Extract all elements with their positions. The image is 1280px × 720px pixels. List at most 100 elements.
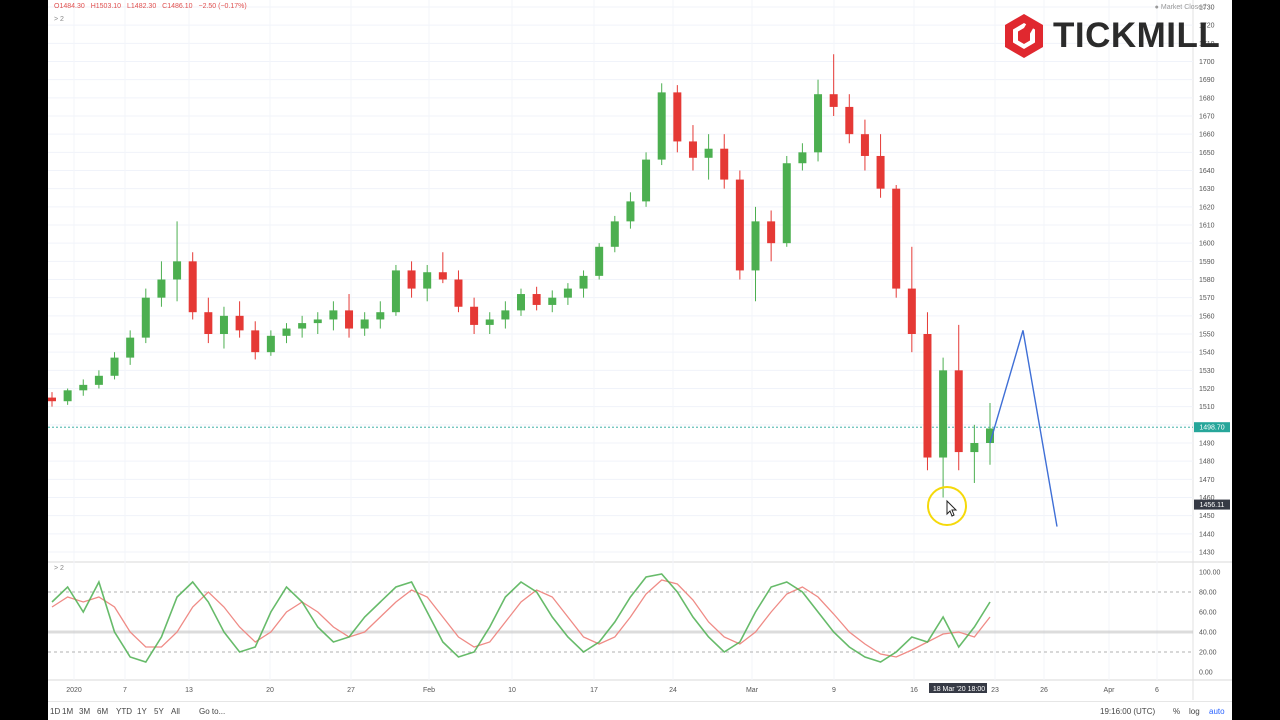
time-tick-label: 16 xyxy=(910,687,918,694)
candle-body xyxy=(579,275,588,289)
price-tick-label: 1510 xyxy=(1199,404,1215,411)
candle-body xyxy=(642,159,651,202)
candle-body xyxy=(735,179,744,271)
candle-body xyxy=(126,337,135,358)
auto-scale-button[interactable]: auto xyxy=(1209,707,1225,716)
current-price-label: 1498.70 xyxy=(1199,425,1224,432)
crosshair-price-label: 1456.11 xyxy=(1200,502,1225,509)
price-tick-label: 1640 xyxy=(1199,168,1215,175)
price-tick-label: 1590 xyxy=(1199,259,1215,266)
range-6m-button[interactable]: 6M xyxy=(97,707,109,716)
time-tick-label: 20 xyxy=(266,687,274,694)
utc-clock[interactable]: 19:16:00 (UTC) xyxy=(1100,707,1156,716)
price-tick-label: 1650 xyxy=(1199,150,1215,157)
crosshair-price-tag xyxy=(1194,499,1230,510)
price-tick-label: 1630 xyxy=(1199,186,1215,193)
candle-body xyxy=(63,390,72,402)
cursor-highlight xyxy=(927,486,967,526)
candle-body xyxy=(532,294,541,305)
candle-body xyxy=(157,279,166,298)
candle-body xyxy=(438,272,447,280)
main-pane-label[interactable]: > 2 xyxy=(54,16,64,23)
candle-body xyxy=(282,328,291,336)
percent-scale-button[interactable]: % xyxy=(1173,707,1181,716)
price-tick-label: 1520 xyxy=(1199,386,1215,393)
market-status: ● Market Closed xyxy=(1154,4,1206,11)
candle-body xyxy=(454,279,463,307)
price-tick-label: 1730 xyxy=(1199,5,1215,12)
candle-body xyxy=(626,201,635,222)
time-tick-label: 10 xyxy=(508,687,516,694)
time-tick-label: 24 xyxy=(669,687,677,694)
candle-body xyxy=(688,141,697,158)
ohlc-low: L1482.30 xyxy=(127,3,157,10)
stoch-k-line xyxy=(51,573,991,663)
price-tick-label: 1460 xyxy=(1199,495,1215,502)
go-to-button[interactable]: Go to... xyxy=(199,707,226,716)
candle-body xyxy=(204,312,213,334)
crosshair-time-box xyxy=(929,683,987,693)
chart-area[interactable]: 1430144014501460147014801490150015101520… xyxy=(48,0,1232,720)
candle-body xyxy=(595,246,604,276)
price-tick-label: 1440 xyxy=(1199,531,1215,538)
candle-body xyxy=(485,319,494,325)
price-tick-label: 1450 xyxy=(1199,513,1215,520)
price-tick-label: 1570 xyxy=(1199,295,1215,302)
price-tick-label: 1470 xyxy=(1199,477,1215,484)
candle-body xyxy=(704,148,713,158)
time-tick-label: 26 xyxy=(1040,687,1048,694)
candle-body xyxy=(79,384,88,391)
candle-body xyxy=(907,288,916,334)
chart-canvas[interactable]: 1430144014501460147014801490150015101520… xyxy=(48,0,1232,720)
candle-body xyxy=(845,106,854,135)
range-all-button[interactable]: All xyxy=(171,707,180,716)
mouse-pointer-icon xyxy=(946,499,958,517)
candle-body xyxy=(110,357,119,376)
osc-tick-label: 20.00 xyxy=(1199,650,1217,657)
time-tick-label: 27 xyxy=(347,687,355,694)
osc-tick-label: 40.00 xyxy=(1199,630,1217,637)
price-tick-label: 1610 xyxy=(1199,223,1215,230)
candle-body xyxy=(48,397,56,402)
ohlc-close: C1486.10 xyxy=(162,3,193,10)
price-tick-label: 1720 xyxy=(1199,23,1215,30)
price-tick-label: 1670 xyxy=(1199,114,1215,121)
candle-body xyxy=(814,94,823,153)
osc-tick-label: 0.00 xyxy=(1199,670,1213,677)
range-1d-button[interactable]: 1D xyxy=(50,707,61,716)
candle-body xyxy=(548,297,557,305)
candle-body xyxy=(423,272,432,289)
range-ytd-button[interactable]: YTD xyxy=(116,707,132,716)
projection-line xyxy=(989,330,1058,527)
time-tick-label: 6 xyxy=(1155,687,1159,694)
time-tick-label: 13 xyxy=(185,687,193,694)
price-tick-label: 1480 xyxy=(1199,459,1215,466)
candle-body xyxy=(923,334,932,458)
price-tick-label: 1550 xyxy=(1199,332,1215,339)
osc-pane-number: 2 xyxy=(60,565,64,572)
candle-body xyxy=(563,288,572,298)
candle-body xyxy=(407,270,416,289)
oscillator-pane-label[interactable]: > 2 xyxy=(54,565,64,572)
candle-body xyxy=(391,270,400,313)
price-tick-label: 1620 xyxy=(1199,204,1215,211)
time-tick-label: 9 xyxy=(832,687,836,694)
candle-body xyxy=(798,152,807,164)
range-3m-button[interactable]: 3M xyxy=(79,707,91,716)
ohlc-readout: O1484.30 H1503.10 L1482.30 C1486.10 −2.5… xyxy=(54,3,251,10)
tickmill-logo: TICKMILL xyxy=(1003,12,1220,60)
ohlc-open: O1484.30 xyxy=(54,3,85,10)
range-1m-button[interactable]: 1M xyxy=(62,707,74,716)
price-tick-label: 1530 xyxy=(1199,368,1215,375)
candle-body xyxy=(610,221,619,247)
price-tick-label: 1600 xyxy=(1199,241,1215,248)
log-scale-button[interactable]: log xyxy=(1189,707,1200,716)
price-tick-label: 1680 xyxy=(1199,95,1215,102)
range-5y-button[interactable]: 5Y xyxy=(154,707,164,716)
candle-body xyxy=(751,221,760,271)
candle-body xyxy=(94,375,103,385)
price-tick-label: 1430 xyxy=(1199,550,1215,557)
time-tick-label: Mar xyxy=(746,687,759,694)
range-1y-button[interactable]: 1Y xyxy=(137,707,147,716)
osc-tick-label: 100.00 xyxy=(1199,570,1221,577)
